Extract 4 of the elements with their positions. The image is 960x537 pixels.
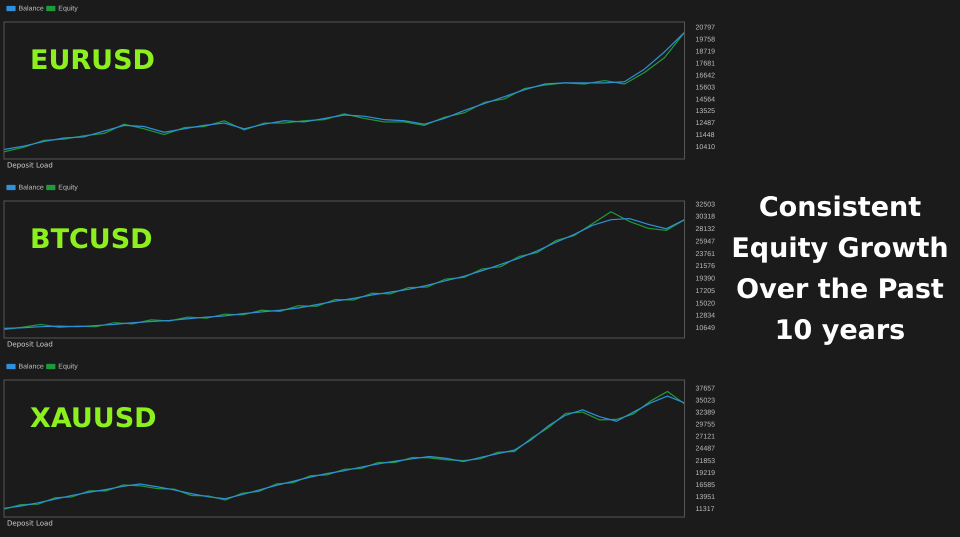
text: XAUUSD [30,403,157,434]
text: BTCUSD [30,224,153,256]
text: EURUSD [30,45,155,76]
text: Consistent Equity Growth Over the Past 10 years [730,190,950,348]
